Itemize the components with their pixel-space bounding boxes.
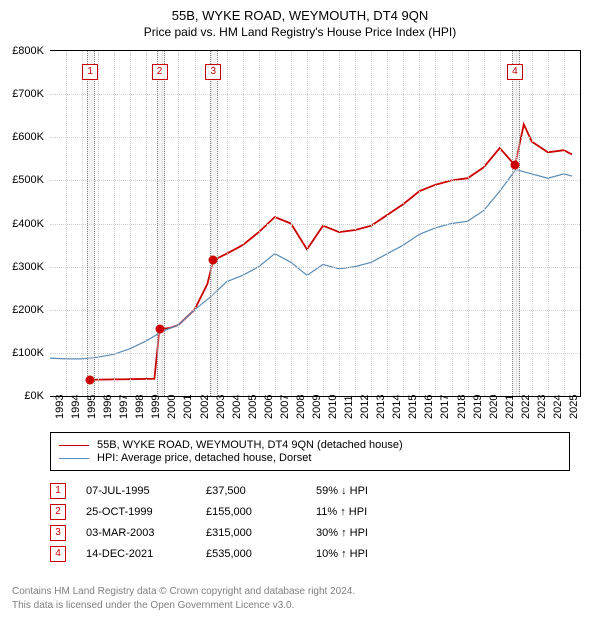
- page-subtitle: Price paid vs. HM Land Registry's House …: [0, 25, 600, 39]
- x-tick: 1998: [134, 395, 146, 419]
- sale-point: [209, 256, 218, 265]
- sale-point: [510, 161, 519, 170]
- x-tick: 2001: [182, 395, 194, 419]
- x-tick: 2010: [327, 395, 339, 419]
- sales-price: £37,500: [206, 485, 316, 497]
- legend-swatch: [59, 445, 89, 446]
- y-tick: £600K: [4, 131, 44, 143]
- chart-legend: 55B, WYKE ROAD, WEYMOUTH, DT4 9QN (detac…: [50, 432, 570, 471]
- sale-point: [86, 375, 95, 384]
- x-tick: 2002: [199, 395, 211, 419]
- sale-point: [155, 325, 164, 334]
- footer-line-2: This data is licensed under the Open Gov…: [12, 599, 355, 613]
- x-tick: 2007: [279, 395, 291, 419]
- sales-marker-icon: 1: [50, 483, 66, 499]
- sales-pct-vs-hpi: 30% ↑ HPI: [316, 527, 446, 539]
- legend-label: 55B, WYKE ROAD, WEYMOUTH, DT4 9QN (detac…: [97, 439, 403, 451]
- x-tick: 2013: [375, 395, 387, 419]
- x-tick: 2011: [343, 395, 355, 419]
- x-tick: 2003: [215, 395, 227, 419]
- footer-line-1: Contains HM Land Registry data © Crown c…: [12, 585, 355, 599]
- sale-marker-box: 2: [152, 64, 168, 80]
- sales-price: £315,000: [206, 527, 316, 539]
- legend-swatch: [59, 458, 89, 459]
- price-chart: £0K£100K£200K£300K£400K£500K£600K£700K£8…: [50, 50, 581, 397]
- x-tick: 2021: [504, 395, 516, 419]
- x-tick: 2004: [231, 395, 243, 419]
- x-tick: 2006: [263, 395, 275, 419]
- x-tick: 2016: [423, 395, 435, 419]
- x-tick: 2017: [439, 395, 451, 419]
- sale-band: [210, 51, 218, 396]
- sales-table: 1 07-JUL-1995£37,50059% ↓ HPI 2 25-OCT-1999…: [50, 480, 446, 564]
- x-tick: 2024: [552, 395, 564, 419]
- legend-label: HPI: Average price, detached house, Dors…: [97, 452, 311, 464]
- x-tick: 1995: [86, 395, 98, 419]
- x-tick: 2008: [295, 395, 307, 419]
- sales-marker-icon: 2: [50, 504, 66, 520]
- sales-row: 4 14-DEC-2021£535,00010% ↑ HPI: [50, 543, 446, 564]
- sales-date: 14-DEC-2021: [86, 548, 206, 560]
- x-tick: 1994: [70, 395, 82, 419]
- sales-date: 25-OCT-1999: [86, 506, 206, 518]
- sale-band: [157, 51, 165, 396]
- sales-pct-vs-hpi: 10% ↑ HPI: [316, 548, 446, 560]
- sale-marker-box: 1: [82, 64, 98, 80]
- y-tick: £700K: [4, 88, 44, 100]
- sale-band: [87, 51, 95, 396]
- x-tick: 2020: [488, 395, 500, 419]
- series-hpi: [50, 170, 572, 359]
- sale-band: [512, 51, 520, 396]
- x-tick: 2009: [311, 395, 323, 419]
- sale-marker-box: 3: [205, 64, 221, 80]
- x-tick: 1997: [118, 395, 130, 419]
- page-title: 55B, WYKE ROAD, WEYMOUTH, DT4 9QN: [0, 8, 600, 23]
- x-tick: 2014: [391, 395, 403, 419]
- sales-marker-icon: 4: [50, 546, 66, 562]
- sales-date: 07-JUL-1995: [86, 485, 206, 497]
- x-tick: 2018: [456, 395, 468, 419]
- sales-pct-vs-hpi: 59% ↓ HPI: [316, 485, 446, 497]
- y-tick: £0K: [4, 390, 44, 402]
- sales-price: £535,000: [206, 548, 316, 560]
- x-tick: 1993: [54, 395, 66, 419]
- x-tick: 2023: [536, 395, 548, 419]
- x-tick: 2025: [568, 395, 580, 419]
- y-tick: £800K: [4, 45, 44, 57]
- sales-pct-vs-hpi: 11% ↑ HPI: [316, 506, 446, 518]
- y-tick: £500K: [4, 174, 44, 186]
- legend-row: HPI: Average price, detached house, Dors…: [59, 452, 561, 464]
- y-tick: £400K: [4, 218, 44, 230]
- x-tick: 1999: [150, 395, 162, 419]
- y-tick: £300K: [4, 261, 44, 273]
- x-tick: 2022: [520, 395, 532, 419]
- sales-row: 3 03-MAR-2003£315,00030% ↑ HPI: [50, 522, 446, 543]
- sales-row: 2 25-OCT-1999£155,00011% ↑ HPI: [50, 501, 446, 522]
- x-tick: 2005: [247, 395, 259, 419]
- x-tick: 2012: [359, 395, 371, 419]
- legend-row: 55B, WYKE ROAD, WEYMOUTH, DT4 9QN (detac…: [59, 439, 561, 451]
- x-tick: 2019: [472, 395, 484, 419]
- sales-marker-icon: 3: [50, 525, 66, 541]
- y-tick: £100K: [4, 347, 44, 359]
- sales-price: £155,000: [206, 506, 316, 518]
- y-tick: £200K: [4, 304, 44, 316]
- sale-marker-box: 4: [507, 64, 523, 80]
- x-tick: 2000: [166, 395, 178, 419]
- x-tick: 1996: [102, 395, 114, 419]
- sales-date: 03-MAR-2003: [86, 527, 206, 539]
- x-tick: 2015: [407, 395, 419, 419]
- sales-row: 1 07-JUL-1995£37,50059% ↓ HPI: [50, 480, 446, 501]
- footer-attribution: Contains HM Land Registry data © Crown c…: [12, 585, 355, 612]
